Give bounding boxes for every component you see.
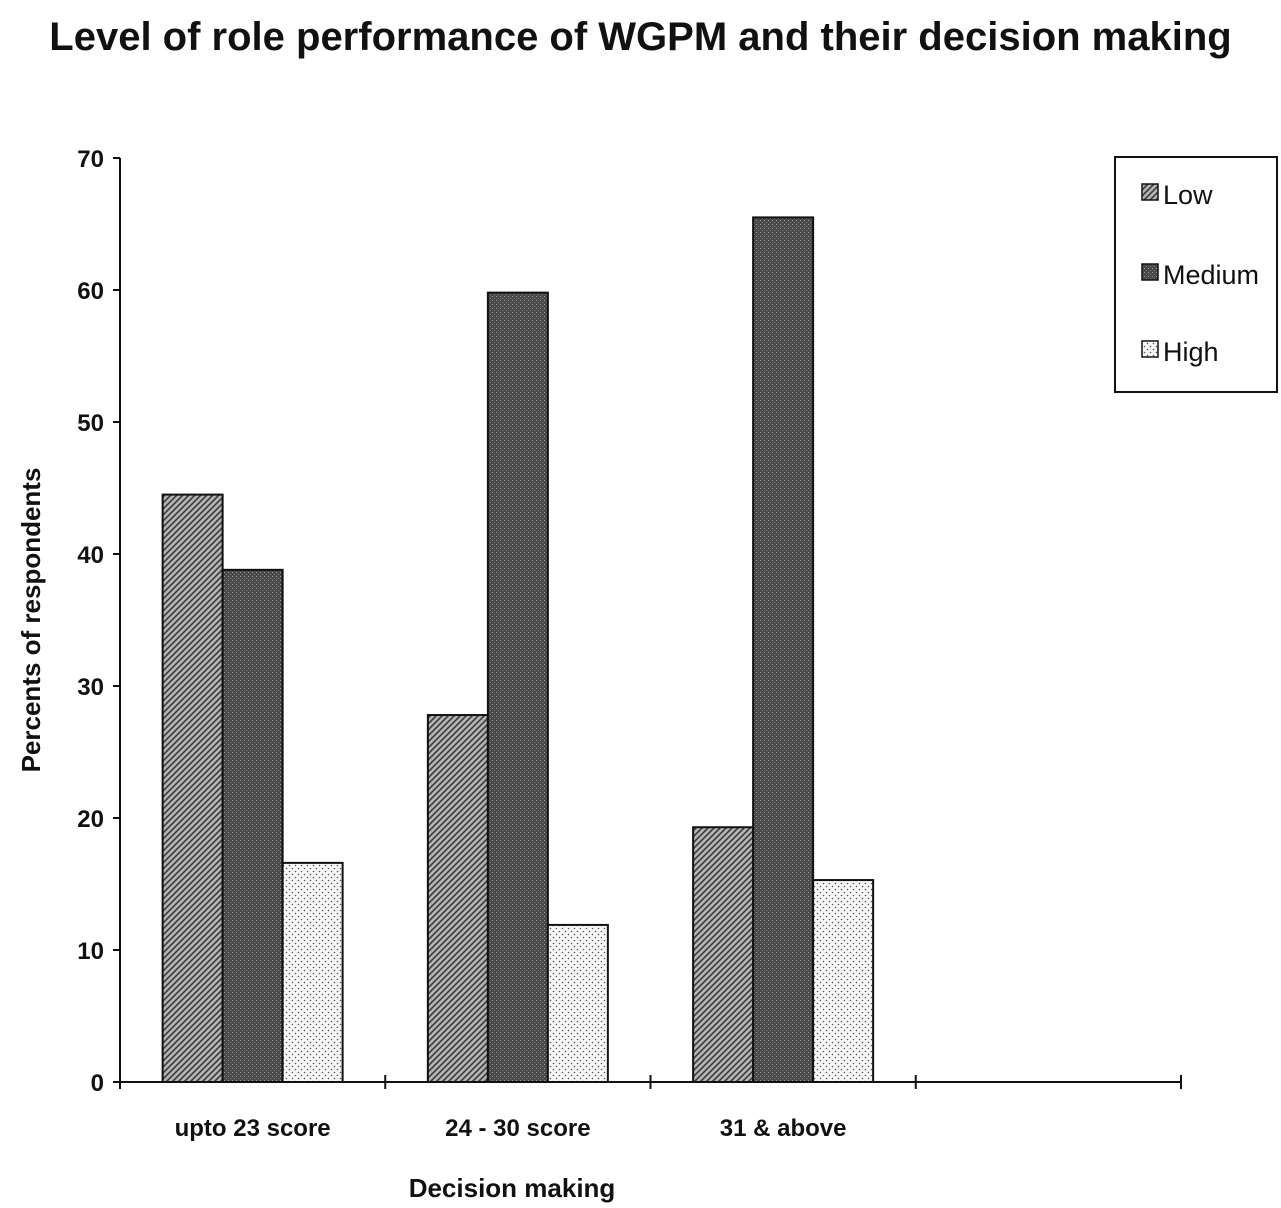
y-tick-label-60: 60 <box>77 278 104 305</box>
legend-swatch-medium <box>1141 263 1159 281</box>
legend-swatch-low <box>1141 183 1159 201</box>
bar-medium-24-30-score <box>486 291 549 1083</box>
y-tick-label-0: 0 <box>91 1070 104 1097</box>
legend-item-high: High <box>1141 337 1219 367</box>
legend-label-high: High <box>1163 337 1219 367</box>
bar-medium-31-above <box>752 216 815 1083</box>
x-tick-label-upto-23-score: upto 23 score <box>175 1115 331 1142</box>
chart-title: Level of role performance of WGPM and th… <box>49 15 1232 59</box>
legend-item-low: Low <box>1141 180 1213 210</box>
y-tick-label-10: 10 <box>77 938 104 965</box>
bar-high-31-above <box>812 879 875 1083</box>
bars <box>161 216 875 1084</box>
legend-swatch-high <box>1141 340 1159 358</box>
bar-low-24-30-score <box>426 714 489 1083</box>
legend-item-medium: Medium <box>1141 260 1259 290</box>
bar-low-upto-23-score <box>161 493 224 1084</box>
y-ticks: 0 10 20 30 40 50 60 70 <box>77 146 120 1097</box>
bar-high-24-30-score <box>546 923 609 1083</box>
y-tick-label-40: 40 <box>77 542 104 569</box>
x-ticks: upto 23 score 24 - 30 score 31 & above <box>119 1075 1182 1142</box>
y-tick-label-70: 70 <box>77 146 104 173</box>
y-tick-label-30: 30 <box>77 674 104 701</box>
x-tick-label-24-30-score: 24 - 30 score <box>445 1115 590 1142</box>
x-tick-label-31-above: 31 & above <box>720 1115 847 1142</box>
y-tick-label-20: 20 <box>77 806 104 833</box>
legend-label-low: Low <box>1163 180 1213 210</box>
y-tick-label-50: 50 <box>77 410 104 437</box>
y-axis-title: Percents of respondents <box>16 468 46 773</box>
bar-high-upto-23-score <box>281 861 344 1083</box>
legend-label-medium: Medium <box>1163 260 1259 290</box>
x-axis-title: Decision making <box>409 1173 616 1203</box>
legend: Low Medium High <box>1114 156 1278 393</box>
bar-medium-upto-23-score <box>221 568 284 1083</box>
bar-low-31-above <box>692 826 755 1083</box>
